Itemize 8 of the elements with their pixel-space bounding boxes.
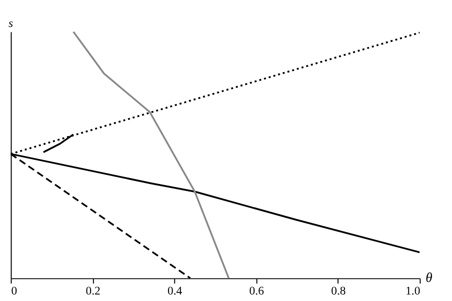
- x-axis-title: θ: [426, 270, 433, 286]
- x-tick-label: 0: [11, 284, 18, 298]
- x-tick-label: 0.8: [331, 284, 346, 298]
- x-tick-label: 0.4: [167, 284, 182, 298]
- x-tick-label: 0.6: [249, 284, 264, 298]
- x-tick-label: 1.0: [406, 284, 420, 298]
- x-tick-label: 0.2: [86, 284, 101, 298]
- y-axis-title: s: [8, 16, 14, 30]
